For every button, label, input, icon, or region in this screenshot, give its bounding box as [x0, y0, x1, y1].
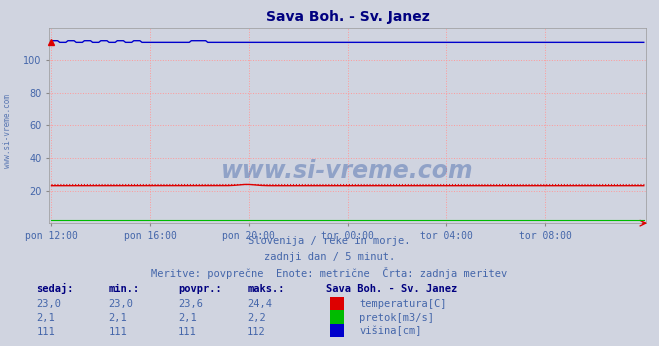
- Text: 111: 111: [109, 327, 127, 337]
- Text: Sava Boh. - Sv. Janez: Sava Boh. - Sv. Janez: [326, 284, 457, 294]
- Text: maks.:: maks.:: [247, 284, 285, 294]
- Text: 112: 112: [247, 327, 266, 337]
- Text: pretok[m3/s]: pretok[m3/s]: [359, 313, 434, 323]
- Text: Meritve: povprečne  Enote: metrične  Črta: zadnja meritev: Meritve: povprečne Enote: metrične Črta:…: [152, 267, 507, 279]
- Text: 111: 111: [36, 327, 55, 337]
- Text: Slovenija / reke in morje.: Slovenija / reke in morje.: [248, 236, 411, 246]
- Text: zadnji dan / 5 minut.: zadnji dan / 5 minut.: [264, 252, 395, 262]
- Text: 23,6: 23,6: [178, 299, 203, 309]
- Text: 2,1: 2,1: [178, 313, 196, 323]
- Text: 2,1: 2,1: [109, 313, 127, 323]
- Text: 23,0: 23,0: [36, 299, 61, 309]
- Text: min.:: min.:: [109, 284, 140, 294]
- Text: 2,2: 2,2: [247, 313, 266, 323]
- Text: sedaj:: sedaj:: [36, 283, 74, 294]
- Text: 23,0: 23,0: [109, 299, 134, 309]
- Text: temperatura[C]: temperatura[C]: [359, 299, 447, 309]
- Text: povpr.:: povpr.:: [178, 284, 221, 294]
- Text: višina[cm]: višina[cm]: [359, 326, 422, 337]
- Text: www.si-vreme.com: www.si-vreme.com: [3, 94, 13, 169]
- Text: 24,4: 24,4: [247, 299, 272, 309]
- Title: Sava Boh. - Sv. Janez: Sava Boh. - Sv. Janez: [266, 10, 430, 24]
- Text: 2,1: 2,1: [36, 313, 55, 323]
- Text: 111: 111: [178, 327, 196, 337]
- Text: www.si-vreme.com: www.si-vreme.com: [221, 159, 474, 183]
